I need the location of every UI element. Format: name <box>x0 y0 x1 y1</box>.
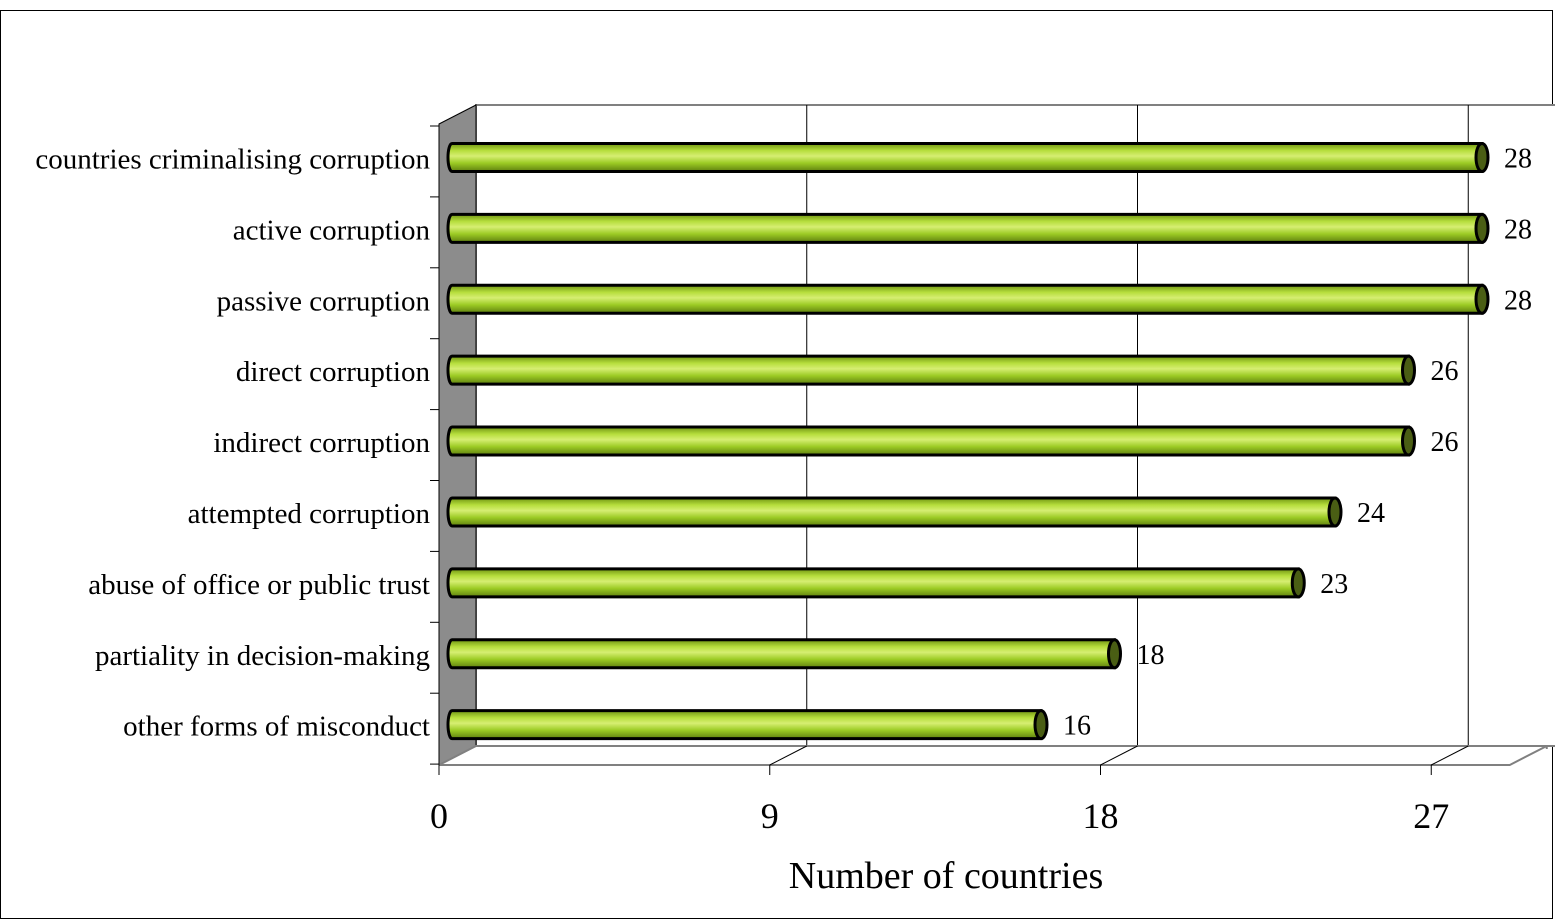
bar-cap <box>1107 638 1122 670</box>
floor-plane <box>438 745 1548 766</box>
bars <box>446 141 1490 741</box>
x-axis-label: Number of countries <box>789 855 1103 897</box>
floor-gridline <box>769 745 807 766</box>
bar-cap <box>1327 496 1343 528</box>
category-labels: countries criminalising corruption active… <box>35 143 430 742</box>
value-label: 18 <box>1137 640 1165 671</box>
value-label: 16 <box>1063 711 1091 742</box>
bar <box>446 638 1116 670</box>
bar <box>446 354 1410 386</box>
x-tick-label: 27 <box>1413 796 1449 836</box>
bar-cap <box>1290 567 1306 599</box>
value-label: 28 <box>1504 285 1532 316</box>
x-tick-label: 18 <box>1083 796 1119 836</box>
bar <box>446 141 1484 173</box>
bar <box>446 212 1484 244</box>
bar-cap <box>1401 354 1416 386</box>
category-label: abuse of office or public trust <box>88 569 430 601</box>
x-tick-label: 0 <box>430 796 448 836</box>
bar-cap <box>1474 212 1490 244</box>
value-label: 28 <box>1504 214 1532 245</box>
x-tick-label: 9 <box>761 796 779 836</box>
bar <box>446 709 1043 741</box>
category-label: countries criminalising corruption <box>35 143 430 175</box>
value-label: 26 <box>1431 356 1459 387</box>
plot-floor <box>430 125 1548 766</box>
category-label: attempted corruption <box>188 498 431 530</box>
bar <box>446 283 1484 315</box>
floor-gridline <box>1100 745 1138 766</box>
x-axis-ticks: 0 9 18 27 <box>430 765 1449 836</box>
value-label: 24 <box>1357 498 1385 529</box>
bar <box>446 425 1410 457</box>
bar <box>446 496 1337 528</box>
category-label: direct corruption <box>236 356 431 388</box>
category-label: active corruption <box>233 214 431 246</box>
category-label: partiality in decision-making <box>95 640 430 672</box>
floor-gridline <box>1431 745 1469 766</box>
bar-cap <box>1401 425 1416 457</box>
bar-cap <box>1474 283 1490 315</box>
bar-cap <box>1474 141 1490 173</box>
value-label: 28 <box>1504 143 1532 174</box>
bar-cap <box>1033 709 1049 741</box>
category-label: passive corruption <box>217 285 431 317</box>
value-label: 26 <box>1431 427 1459 458</box>
value-labels: 28 28 28 26 26 24 23 18 16 <box>1063 143 1532 741</box>
bar <box>446 567 1300 599</box>
category-label: indirect corruption <box>213 427 430 459</box>
category-label: other forms of misconduct <box>123 711 430 743</box>
value-label: 23 <box>1320 569 1348 600</box>
